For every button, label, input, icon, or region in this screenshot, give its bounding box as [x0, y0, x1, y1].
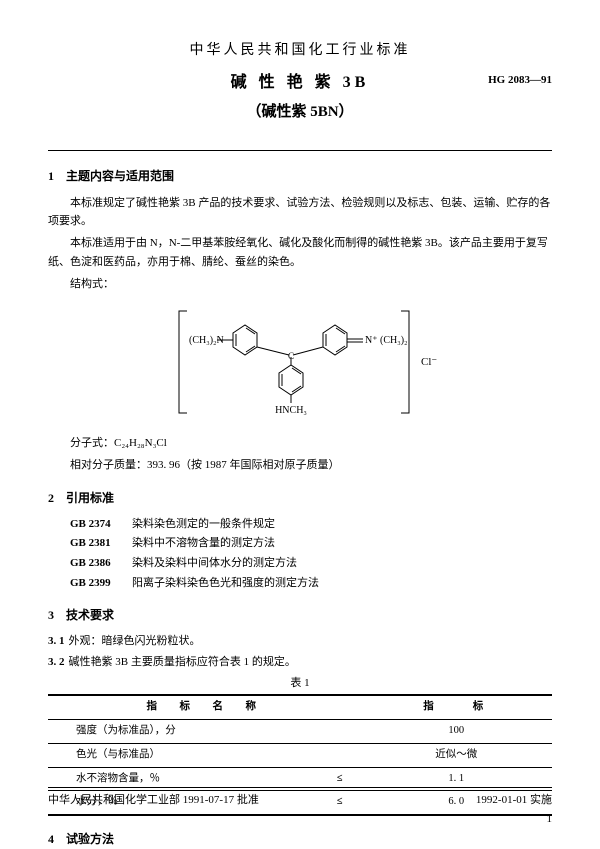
page: 中华人民共和国化工行业标准 碱 性 艳 紫 3B HG 2083—91 （碱性紫…: [0, 0, 600, 849]
formula-center-c: C: [288, 351, 294, 361]
row-name: 强度（为标准品），分: [76, 725, 176, 736]
mass-label: 相对分子质量：: [70, 459, 147, 471]
table-header-row: 指 标 名 称 指 标: [48, 695, 552, 719]
row-val: 近似～微: [360, 743, 552, 767]
col-val-header: 指 标: [360, 695, 552, 719]
title-row: 碱 性 艳 紫 3B HG 2083—91: [48, 70, 552, 96]
ref-row: GB 2386染料及染料中间体水分的测定方法: [70, 555, 552, 573]
s3-item-1: 3. 1 外观：暗绿色闪光粉粒状。: [48, 633, 552, 651]
ref-text: 阳离子染料染色色光和强度的测定方法: [132, 575, 319, 593]
header-rule: [48, 150, 552, 151]
org-name: 中华人民共和国化工行业标准: [48, 40, 552, 62]
main-title: 碱 性 艳 紫 3B: [231, 70, 370, 96]
structural-formula: (CH₃)₂N N⁺ (CH₃)₂ C HNCH₃ Cl⁻: [48, 303, 552, 428]
ref-code: GB 2386: [70, 555, 132, 573]
page-number: 1: [48, 811, 552, 829]
ref-code: GB 2381: [70, 535, 132, 553]
reference-list: GB 2374染料染色测定的一般条件规定 GB 2381染料中不溶物含量的测定方…: [70, 516, 552, 592]
standard-code: HG 2083—91: [488, 72, 552, 90]
ref-row: GB 2399阳离子染料染色色光和强度的测定方法: [70, 575, 552, 593]
formula-label-bottom: HNCH₃: [275, 405, 307, 416]
ref-row: GB 2374染料染色测定的一般条件规定: [70, 516, 552, 534]
col-name-header: 指 标 名 称: [48, 695, 360, 719]
footer-left: 中华人民共和国化学工业部 1991-07-17 批准: [48, 792, 259, 810]
row-name: 水不溶物含量，％: [76, 773, 160, 784]
ref-row: GB 2381染料中不溶物含量的测定方法: [70, 535, 552, 553]
s1-p1: 本标准规定了碱性艳紫 3B 产品的技术要求、试验方法、检验规则以及标志、包装、运…: [48, 194, 552, 230]
subtitle: （碱性紫 5BN）: [48, 100, 552, 124]
table-caption: 表 1: [48, 675, 552, 693]
section-1-heading: 1 主题内容与适用范围: [48, 167, 552, 186]
table-row: 强度（为标准品），分 100: [48, 719, 552, 743]
header-block: 中华人民共和国化工行业标准 碱 性 艳 紫 3B HG 2083—91 （碱性紫…: [48, 40, 552, 124]
row-val: 100: [360, 719, 552, 743]
section-4-heading: 4 试验方法: [48, 830, 552, 849]
section-3-heading: 3 技术要求: [48, 606, 552, 625]
s3-2-text: 碱性艳紫 3B 主要质量指标应符合表 1 的规定。: [69, 656, 296, 668]
structure-svg: (CH₃)₂N N⁺ (CH₃)₂ C HNCH₃ Cl⁻: [145, 303, 455, 421]
mol-formula-label: 分子式：: [70, 437, 114, 449]
formula-label-right: N⁺ (CH₃)₂: [365, 335, 408, 346]
section-2-heading: 2 引用标准: [48, 489, 552, 508]
formula-label-left: (CH₃)₂N: [189, 335, 224, 346]
molecular-formula: 分子式：C₂₄H₂₈N₃Cl: [70, 435, 552, 453]
row-leq: ≤: [337, 771, 343, 788]
ref-code: GB 2374: [70, 516, 132, 534]
ref-text: 染料中不溶物含量的测定方法: [132, 535, 275, 553]
footer-row: 中华人民共和国化学工业部 1991-07-17 批准 1992-01-01 实施: [48, 792, 552, 810]
page-footer: 中华人民共和国化学工业部 1991-07-17 批准 1992-01-01 实施…: [48, 787, 552, 829]
formula-cl: Cl⁻: [421, 356, 437, 368]
s1-p2: 本标准适用于由 N，N-二甲基苯胺经氧化、碱化及酸化而制得的碱性艳紫 3B。该产…: [48, 234, 552, 270]
s3-1-num: 3. 1: [48, 635, 65, 647]
ref-code: GB 2399: [70, 575, 132, 593]
s1-p3: 结构式：: [48, 275, 552, 293]
relative-mass: 相对分子质量：393. 96（按 1987 年国际相对原子质量）: [70, 457, 552, 475]
s3-2-num: 3. 2: [48, 656, 65, 668]
row-name: 色光（与标准品）: [76, 749, 160, 760]
mol-formula-value: C₂₄H₂₈N₃Cl: [114, 437, 167, 449]
s3-item-2: 3. 2 碱性艳紫 3B 主要质量指标应符合表 1 的规定。: [48, 654, 552, 672]
mass-value: 393. 96（按 1987 年国际相对原子质量）: [147, 459, 340, 471]
s3-1-text: 外观：暗绿色闪光粉粒状。: [69, 635, 201, 647]
table-row: 色光（与标准品） 近似～微: [48, 743, 552, 767]
ref-text: 染料染色测定的一般条件规定: [132, 516, 275, 534]
footer-right: 1992-01-01 实施: [476, 792, 552, 810]
ref-text: 染料及染料中间体水分的测定方法: [132, 555, 297, 573]
